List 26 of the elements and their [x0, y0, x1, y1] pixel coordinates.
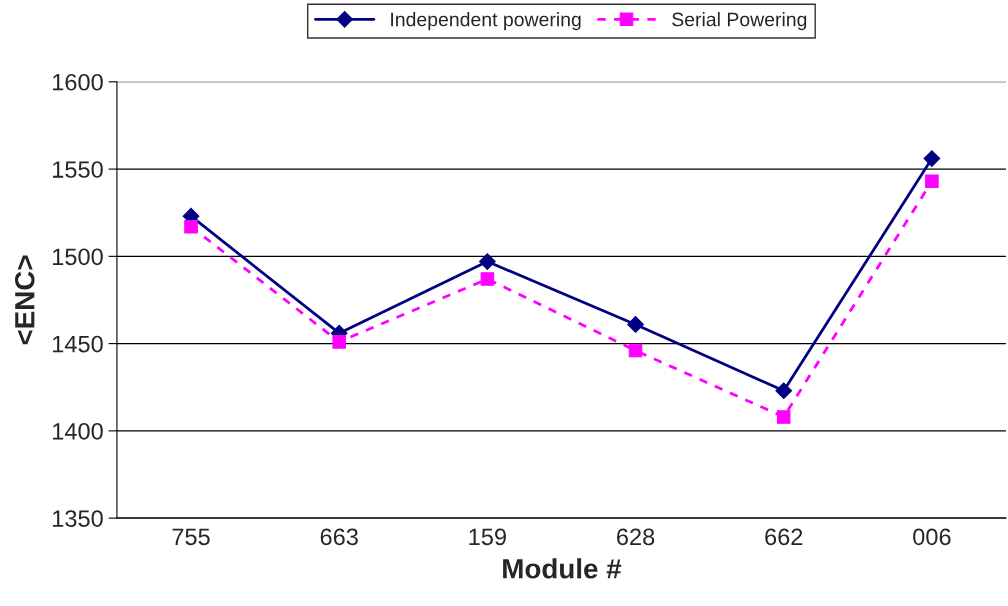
x-tick-label: 159 [469, 528, 506, 546]
y-tick-label: 1550 [53, 161, 103, 178]
x-tick-label: 663 [320, 528, 358, 546]
point [478, 253, 496, 270]
point [776, 410, 791, 424]
legend-label: Independent powering [391, 12, 581, 31]
point [628, 343, 643, 358]
point [332, 335, 346, 349]
y-tick-label: 1500 [53, 248, 103, 266]
point [775, 382, 793, 400]
y-tick-label: 1450 [53, 335, 103, 353]
x-tick-label: 628 [617, 528, 655, 546]
legend-label: Serial Powering [672, 12, 807, 31]
point [925, 174, 939, 189]
x-tick-label: 662 [765, 528, 803, 546]
y-axis-title: <ENC> [14, 255, 35, 345]
y-tick-label: 1350 [53, 510, 103, 527]
point [627, 316, 644, 333]
y-tick-label: 1600 [53, 73, 103, 91]
x-tick-label: 006 [913, 528, 951, 546]
point [184, 219, 198, 234]
point [480, 272, 495, 286]
x-tick-label: 755 [172, 528, 210, 546]
x-axis-title: Module # [503, 558, 622, 579]
point [923, 150, 941, 167]
y-tick-label: 1400 [53, 422, 103, 440]
